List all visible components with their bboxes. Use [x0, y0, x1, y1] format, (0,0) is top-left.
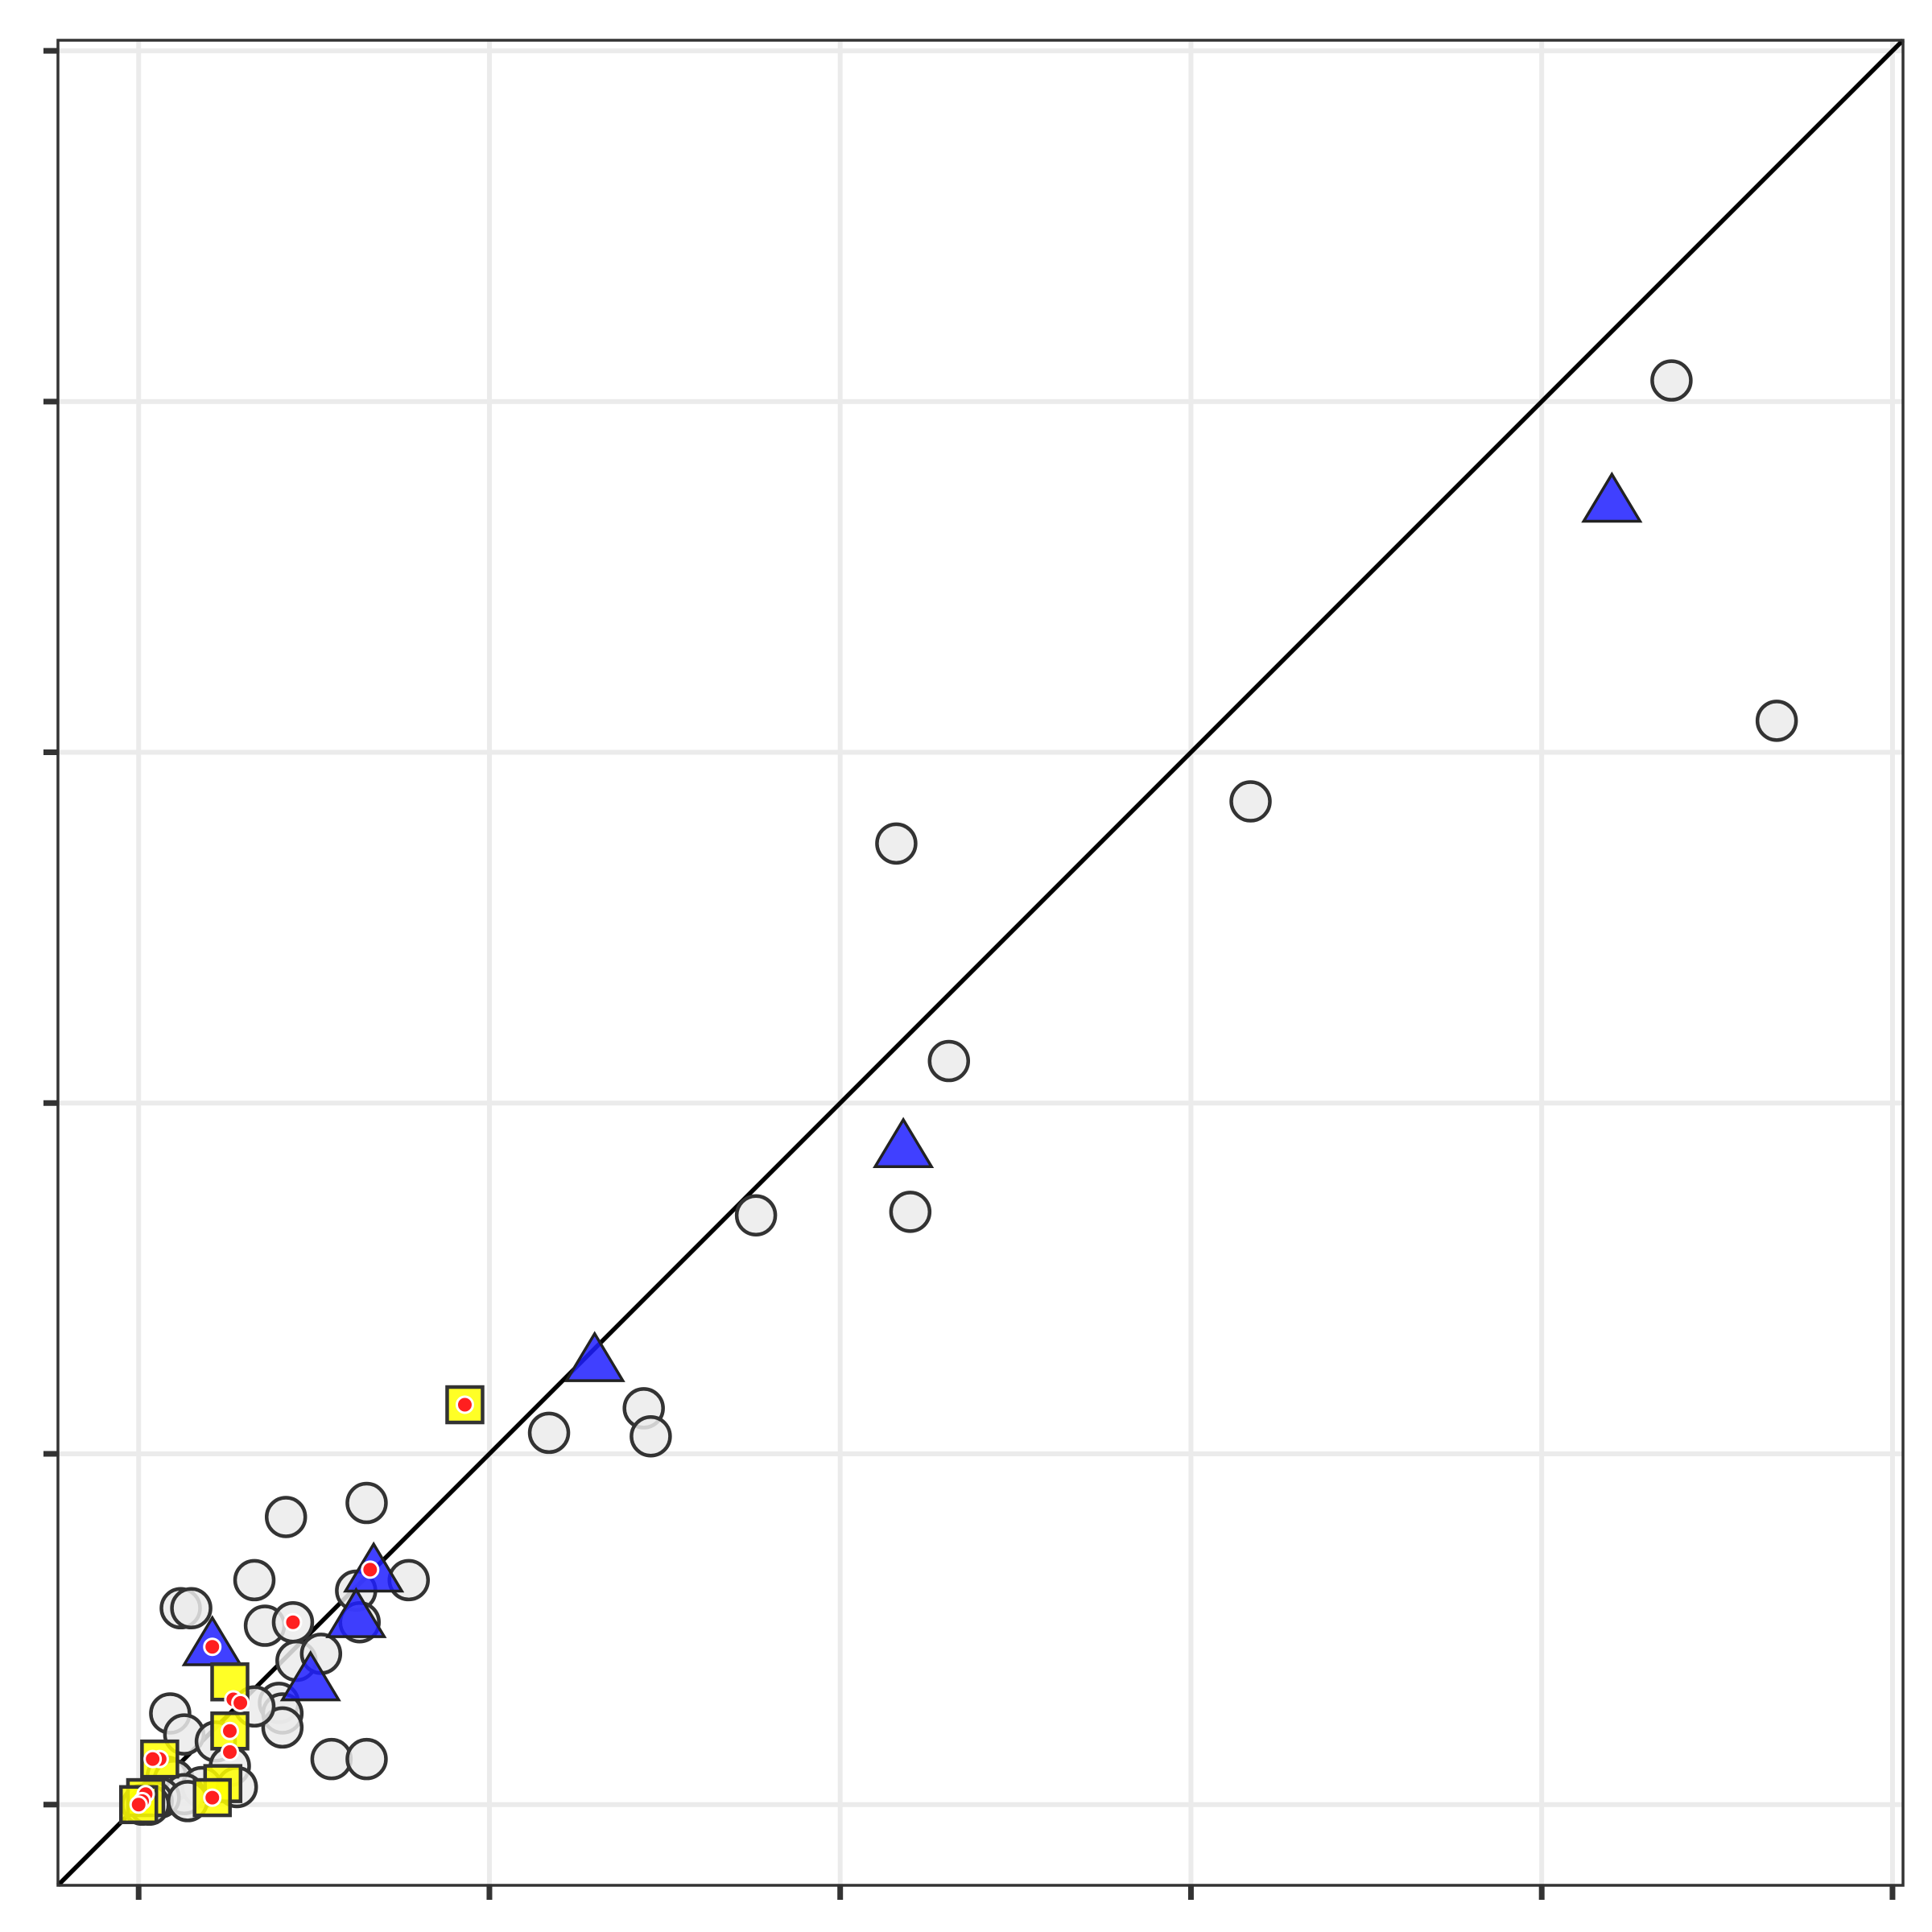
circle-point-0: [1650, 359, 1693, 402]
small-dot-point-10: [203, 1788, 222, 1807]
circle-point-4: [927, 1039, 971, 1083]
small-dot-point-0: [455, 1395, 474, 1414]
small-dot-point-1: [361, 1560, 380, 1579]
small-dot-point-5: [231, 1693, 250, 1712]
small-dot-point-7: [221, 1742, 240, 1761]
triangle-point-4: [325, 1587, 387, 1638]
series-triangle: [181, 471, 1643, 1702]
grid-lines: [58, 40, 1903, 1885]
circle-point-5: [889, 1191, 932, 1233]
data-points: [118, 359, 1798, 1827]
circle-point-29: [310, 1737, 353, 1781]
series-small-dot: [129, 1395, 474, 1814]
small-dot-point-6: [221, 1721, 240, 1740]
circle-point-11: [264, 1496, 308, 1538]
triangle-point-6: [279, 1649, 341, 1702]
circle-point-2: [1229, 780, 1272, 823]
circle-point-8: [630, 1415, 672, 1458]
circle-point-10: [345, 1481, 388, 1525]
small-dot-point-2: [283, 1612, 303, 1632]
triangle-point-2: [564, 1331, 625, 1382]
circle-point-9: [527, 1411, 571, 1455]
circle-point-15: [170, 1587, 213, 1630]
circle-point-26: [261, 1706, 304, 1749]
circle-point-6: [734, 1194, 778, 1236]
triangle-point-1: [873, 1117, 935, 1169]
axis-ticks: [43, 47, 1896, 1900]
circle-point-30: [345, 1737, 388, 1781]
small-dot-point-3: [203, 1637, 222, 1657]
panel-border: [56, 39, 1905, 1887]
small-dot-point-13: [129, 1795, 148, 1814]
small-dot-point-9: [143, 1749, 163, 1769]
circle-point-1: [1755, 700, 1798, 742]
circle-point-12: [233, 1558, 276, 1602]
triangle-point-0: [1581, 471, 1643, 523]
circle-point-3: [875, 822, 918, 865]
